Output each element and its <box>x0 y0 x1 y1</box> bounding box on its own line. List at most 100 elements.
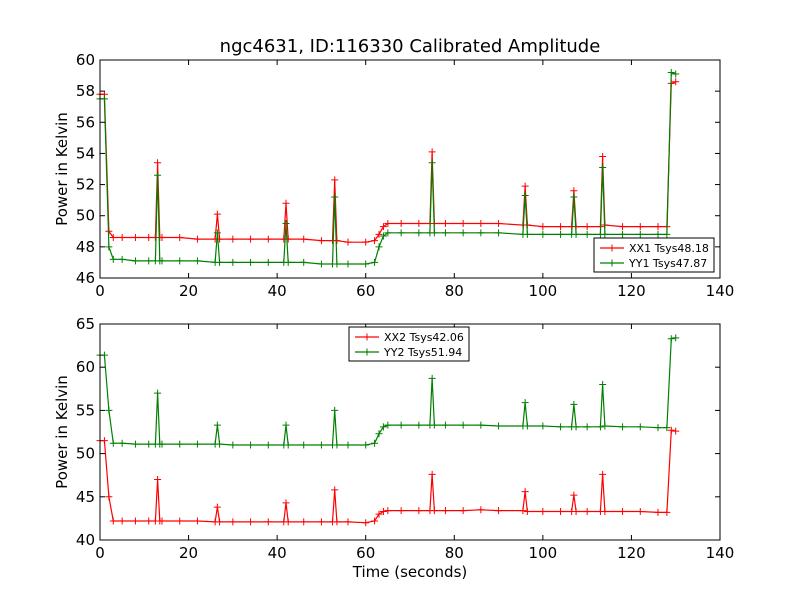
legend-label: YY2 Tsys51.94 <box>383 346 462 359</box>
data-point <box>317 518 325 526</box>
data-point <box>145 440 153 448</box>
x-tick-label: 140 <box>706 544 735 562</box>
data-point <box>583 223 591 231</box>
data-point <box>654 223 662 231</box>
data-point <box>282 499 290 507</box>
data-point <box>333 237 341 245</box>
data-point <box>596 423 604 431</box>
data-point <box>131 234 139 242</box>
y-tick-label: 60 <box>76 51 95 69</box>
y-axis-label: Power in Kelvin <box>53 375 71 489</box>
data-point <box>344 518 352 526</box>
data-point <box>672 427 680 435</box>
data-point <box>415 220 423 227</box>
data-point <box>619 423 627 431</box>
data-point <box>477 506 485 514</box>
data-point <box>384 421 392 429</box>
data-point <box>672 70 680 78</box>
y-tick-label: 60 <box>76 358 95 376</box>
data-point <box>583 423 591 431</box>
data-point <box>570 193 578 201</box>
data-point <box>636 223 644 231</box>
x-tick-label: 0 <box>95 544 105 562</box>
data-point <box>371 439 379 447</box>
data-point <box>100 351 108 359</box>
data-point <box>601 230 609 238</box>
data-point <box>477 229 485 237</box>
top-subplot: 0 20 40 60 80 100 120 140 46 48 50 52 54 56 58 60 ngc463… <box>53 36 734 300</box>
data-point <box>379 507 387 515</box>
data-point <box>109 255 117 263</box>
data-point <box>397 229 405 237</box>
data-point <box>331 193 339 201</box>
data-point <box>362 238 370 246</box>
data-point <box>379 223 387 231</box>
data-point <box>599 163 607 171</box>
data-point <box>229 258 237 266</box>
data-point <box>264 258 272 266</box>
data-point <box>375 243 383 251</box>
data-point <box>300 518 308 526</box>
data-point <box>193 517 201 525</box>
data-point <box>109 439 117 447</box>
data-point <box>521 182 529 190</box>
data-point <box>415 229 423 237</box>
data-point <box>379 232 387 240</box>
data-point <box>118 517 126 525</box>
data-point <box>523 507 531 515</box>
data-point <box>375 230 383 238</box>
data-point <box>583 230 591 238</box>
data-point <box>557 230 565 238</box>
data-point <box>654 424 662 432</box>
data-point <box>344 260 352 268</box>
data-point <box>375 510 383 518</box>
data-point <box>300 258 308 266</box>
data-point <box>158 440 166 448</box>
bottom-subplot: 0 20 40 60 80 100 120 140 40 45 50 55 60 65 Power in K… <box>53 315 734 581</box>
data-point <box>459 220 467 227</box>
data-point <box>145 517 153 525</box>
data-point <box>247 518 255 526</box>
data-point <box>599 470 607 478</box>
data-point <box>477 220 485 227</box>
data-point <box>371 237 379 245</box>
x-tick-label: 120 <box>617 282 646 300</box>
data-point <box>284 441 292 449</box>
y-tick-label: 50 <box>76 445 95 463</box>
data-point <box>193 235 201 243</box>
data-point <box>519 507 527 515</box>
x-tick-label: 80 <box>445 282 464 300</box>
data-point <box>636 230 644 238</box>
axes-frame <box>99 323 721 541</box>
data-point <box>375 430 383 438</box>
data-point <box>601 422 609 430</box>
y-tick-label: 65 <box>76 315 95 333</box>
data-point <box>428 374 436 382</box>
data-point <box>229 235 237 243</box>
data-point <box>247 441 255 449</box>
data-point <box>118 234 126 242</box>
data-point <box>216 440 224 448</box>
x-tick-label: 20 <box>179 282 198 300</box>
data-point <box>118 255 126 263</box>
data-point <box>213 229 221 237</box>
data-point <box>300 441 308 449</box>
data-point <box>109 517 117 525</box>
data-point <box>331 486 339 494</box>
x-tick-label: 0 <box>95 282 105 300</box>
data-point <box>428 470 436 478</box>
data-point <box>521 191 529 199</box>
x-tick-label: 80 <box>445 544 464 562</box>
data-point <box>131 440 139 448</box>
data-point <box>282 199 290 207</box>
x-tick-label: 100 <box>529 282 558 300</box>
data-point <box>572 230 580 238</box>
data-point <box>362 260 370 268</box>
x-tick-label: 100 <box>529 544 558 562</box>
legend-label: YY1 Tsys47.87 <box>628 257 707 270</box>
data-point <box>229 441 237 449</box>
data-point <box>213 503 221 511</box>
axes-frame <box>99 59 721 279</box>
data-point <box>331 176 339 184</box>
